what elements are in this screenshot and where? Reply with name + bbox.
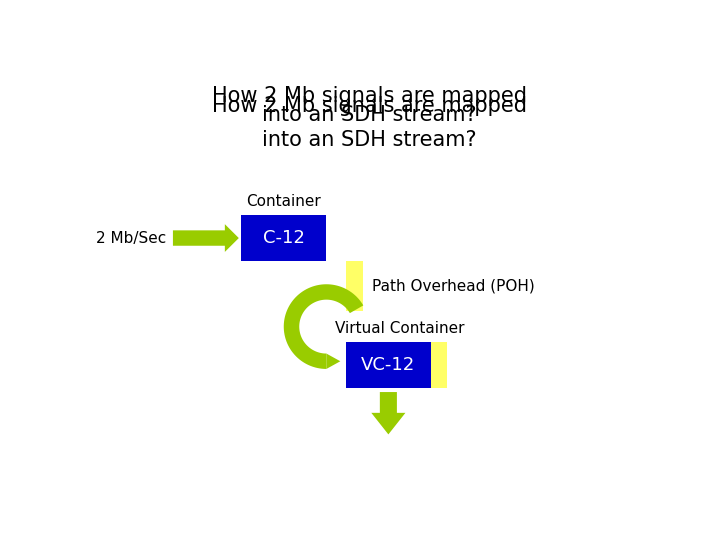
Polygon shape xyxy=(284,284,364,369)
Bar xyxy=(346,261,363,311)
Bar xyxy=(346,342,431,388)
Bar xyxy=(431,342,446,388)
Polygon shape xyxy=(326,354,341,369)
Text: Container: Container xyxy=(246,194,321,208)
Text: 2 Mb/Sec: 2 Mb/Sec xyxy=(96,231,167,246)
Text: C-12: C-12 xyxy=(263,229,305,247)
Text: VC-12: VC-12 xyxy=(361,356,415,374)
Text: How 2 Mb signals are mapped: How 2 Mb signals are mapped xyxy=(212,86,526,106)
Bar xyxy=(241,215,326,261)
Text: Path Overhead (POH): Path Overhead (POH) xyxy=(372,279,535,294)
Text: Virtual Container: Virtual Container xyxy=(336,321,464,336)
Text: into an SDH stream?: into an SDH stream? xyxy=(261,105,477,125)
Text: into an SDH stream?: into an SDH stream? xyxy=(261,130,477,150)
Polygon shape xyxy=(173,224,239,252)
Text: How 2 Mb signals are mapped: How 2 Mb signals are mapped xyxy=(212,96,526,117)
Polygon shape xyxy=(372,392,405,434)
